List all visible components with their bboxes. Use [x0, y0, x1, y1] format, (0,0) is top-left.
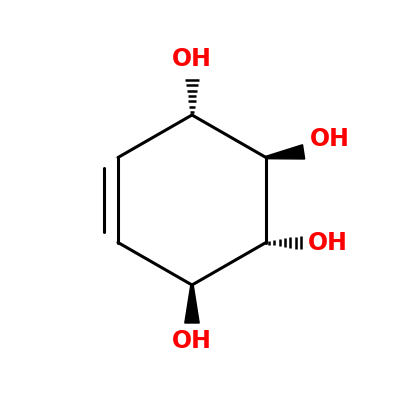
Text: OH: OH	[308, 230, 348, 254]
Polygon shape	[185, 285, 199, 323]
Text: OH: OH	[310, 127, 349, 151]
Text: OH: OH	[172, 329, 212, 353]
Text: OH: OH	[172, 47, 212, 71]
Polygon shape	[266, 145, 305, 159]
